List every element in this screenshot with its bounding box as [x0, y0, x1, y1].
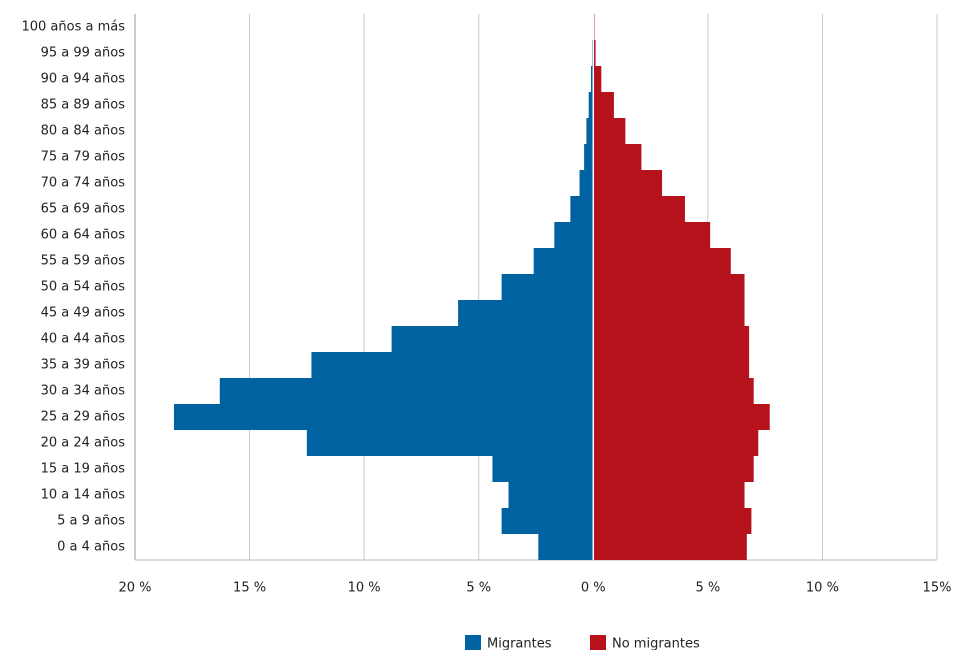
- bar: [458, 300, 594, 326]
- y-tick-label: 30 a 34 años: [41, 384, 126, 399]
- bar: [173, 404, 594, 430]
- y-tick-label: 25 a 29 años: [41, 410, 126, 425]
- x-tick-label: 10 %: [806, 581, 839, 596]
- bar: [593, 300, 745, 326]
- bar: [593, 352, 750, 378]
- y-tick-label: 20 a 24 años: [41, 436, 126, 451]
- bar: [590, 66, 594, 92]
- x-tick-label: 0 %: [581, 581, 606, 596]
- bar: [391, 326, 594, 352]
- bar: [593, 456, 754, 482]
- x-tick-label: 20 %: [118, 581, 151, 596]
- bar: [593, 144, 642, 170]
- y-tick-label: 85 a 89 años: [41, 98, 126, 113]
- bar: [588, 92, 594, 118]
- y-tick-label: 10 a 14 años: [41, 488, 126, 503]
- y-tick-label: 75 a 79 años: [41, 150, 126, 165]
- y-tick-label: 55 a 59 años: [41, 254, 126, 269]
- bar: [533, 248, 594, 274]
- x-tick-label: 10 %: [348, 581, 381, 596]
- bar: [579, 170, 594, 196]
- y-tick-label: 65 a 69 años: [41, 202, 126, 217]
- bar: [593, 274, 745, 300]
- bar: [593, 170, 663, 196]
- bar: [219, 378, 594, 404]
- bar: [593, 378, 754, 404]
- x-tick-label: 15%: [923, 581, 952, 596]
- bar: [593, 326, 750, 352]
- bar: [508, 482, 594, 508]
- bar: [554, 222, 594, 248]
- bar: [584, 144, 594, 170]
- y-tick-label: 70 a 74 años: [41, 176, 126, 191]
- legend-label: No migrantes: [612, 637, 700, 650]
- y-tick-label: 95 a 99 años: [41, 46, 126, 61]
- bar: [593, 222, 711, 248]
- legend-swatch: [590, 635, 606, 650]
- bar: [593, 40, 596, 66]
- bar: [593, 482, 745, 508]
- bar: [593, 534, 747, 560]
- bar: [593, 196, 685, 222]
- y-tick-label: 60 a 64 años: [41, 228, 126, 243]
- bar: [492, 456, 594, 482]
- bar: [306, 430, 594, 456]
- legend-swatch: [465, 635, 481, 650]
- y-tick-label: 35 a 39 años: [41, 358, 126, 373]
- y-tick-label: 40 a 44 años: [41, 332, 126, 347]
- y-tick-label: 90 a 94 años: [41, 72, 126, 87]
- y-tick-label: 50 a 54 años: [41, 280, 126, 295]
- bar: [501, 508, 594, 534]
- y-tick-label: 45 a 49 años: [41, 306, 126, 321]
- bar: [593, 404, 770, 430]
- legend-label: Migrantes: [487, 637, 552, 650]
- x-tick-label: 5 %: [695, 581, 720, 596]
- bar: [593, 92, 614, 118]
- bar: [593, 118, 626, 144]
- y-tick-label: 100 años a más: [21, 20, 125, 35]
- bar: [593, 66, 602, 92]
- bar: [311, 352, 594, 378]
- bar: [501, 274, 594, 300]
- bar: [593, 430, 759, 456]
- x-tick-label: 5 %: [466, 581, 491, 596]
- bar: [593, 508, 752, 534]
- bar: [586, 118, 594, 144]
- bar: [593, 248, 731, 274]
- y-tick-label: 5 a 9 años: [57, 514, 125, 529]
- bar: [570, 196, 594, 222]
- y-tick-label: 15 a 19 años: [41, 462, 126, 477]
- y-tick-label: 80 a 84 años: [41, 124, 126, 139]
- x-tick-label: 15 %: [233, 581, 266, 596]
- bar: [538, 534, 594, 560]
- y-tick-label: 0 a 4 años: [57, 540, 125, 555]
